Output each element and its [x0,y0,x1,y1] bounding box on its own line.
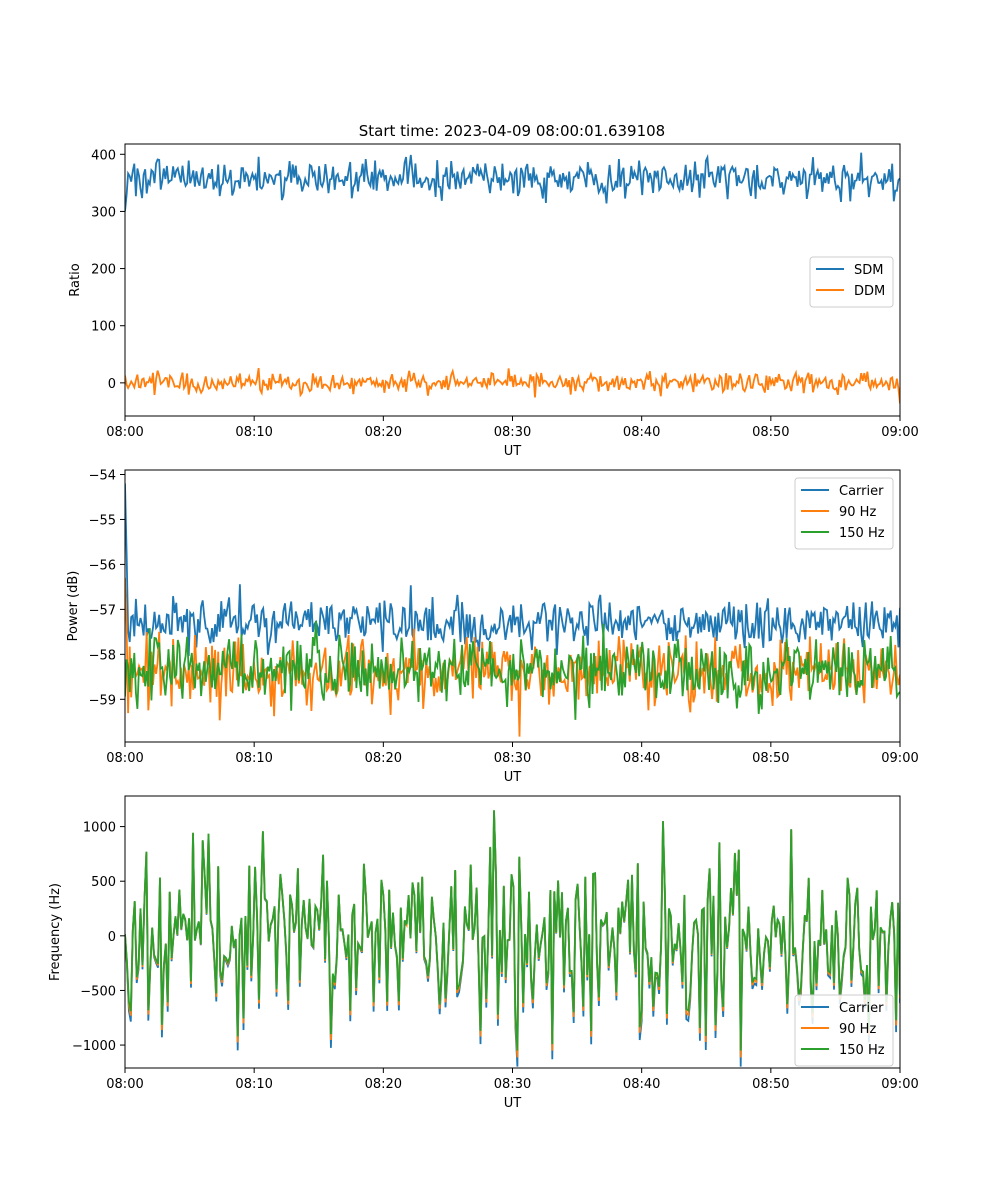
y-tick-label: −500 [80,984,116,999]
y-tick-label: −54 [89,468,116,483]
legend: Carrier 90 Hz 150 Hz [794,994,894,1067]
x-tick-label: 08:30 [494,425,531,440]
y-tick-label: −59 [89,693,116,708]
frequency-panel: 08:00 08:10 08:20 08:30 08:40 08:50 09:00 UT −10… [48,795,919,1111]
x-tick-label: 08:10 [235,751,272,766]
legend-label: Carrier [839,484,884,499]
power-panel: 08:00 08:10 08:20 08:30 08:40 08:50 09:00 UT −59… [66,468,919,785]
x-axis-label: UT [504,444,522,459]
legend-label: 150 Hz [839,526,885,541]
series-line-sdm [125,152,900,212]
legend-label: Carrier [839,1001,884,1016]
series-line-ddm [125,367,900,404]
y-tick-label: 1000 [83,821,116,836]
legend-label: 90 Hz [839,1022,876,1037]
ratio-panel: 08:00 08:10 08:20 08:30 08:40 08:50 09:00 UT 0 10… [68,143,919,459]
legend: Carrier 90 Hz 150 Hz [794,477,894,550]
x-axis-label: UT [504,770,522,785]
y-tick-label: 400 [91,148,116,163]
x-tick-label: 08:30 [494,751,531,766]
y-axis-label: Power (dB) [66,571,81,642]
x-tick-label: 08:10 [235,1077,272,1092]
x-tick-label: 08:40 [623,1077,660,1092]
x-tick-label: 08:10 [235,425,272,440]
y-tick-label: 200 [91,263,116,278]
series-line-150-hz [125,620,900,720]
x-tick-label: 08:00 [106,1077,143,1092]
y-axis-label: Ratio [68,263,83,296]
legend-label: DDM [854,284,885,299]
y-tick-label: −55 [89,513,116,528]
series-line-150-hz [125,810,900,1051]
legend-label: 90 Hz [839,505,876,520]
legend-label: SDM [854,263,883,278]
x-tick-label: 09:00 [881,1077,918,1092]
legend: SDM DDM [809,256,894,308]
y-tick-label: 0 [108,930,116,945]
x-tick-label: 08:50 [752,1077,789,1092]
x-tick-label: 08:50 [752,751,789,766]
x-tick-label: 08:20 [365,425,402,440]
x-tick-label: 08:40 [623,751,660,766]
legend-label: 150 Hz [839,1043,885,1058]
x-tick-label: 08:40 [623,425,660,440]
y-tick-label: −57 [89,603,116,618]
y-tick-label: 500 [91,875,116,890]
x-tick-label: 08:00 [106,751,143,766]
y-tick-label: 0 [108,377,116,392]
series-line-carrier [125,483,900,657]
x-tick-label: 09:00 [881,751,918,766]
y-tick-label: 100 [91,320,116,335]
x-tick-label: 08:50 [752,425,789,440]
y-tick-label: −56 [89,558,116,573]
x-tick-label: 08:00 [106,425,143,440]
y-tick-label: −1000 [72,1039,116,1054]
y-tick-label: 300 [91,205,116,220]
y-tick-label: −58 [89,648,116,663]
x-tick-label: 08:30 [494,1077,531,1092]
x-tick-label: 08:20 [365,751,402,766]
figure-title: Start time: 2023-04-09 08:00:01.639108 [359,122,665,140]
x-tick-label: 09:00 [881,425,918,440]
x-axis-label: UT [504,1096,522,1111]
y-axis-label: Frequency (Hz) [48,883,63,981]
x-tick-label: 08:20 [365,1077,402,1092]
